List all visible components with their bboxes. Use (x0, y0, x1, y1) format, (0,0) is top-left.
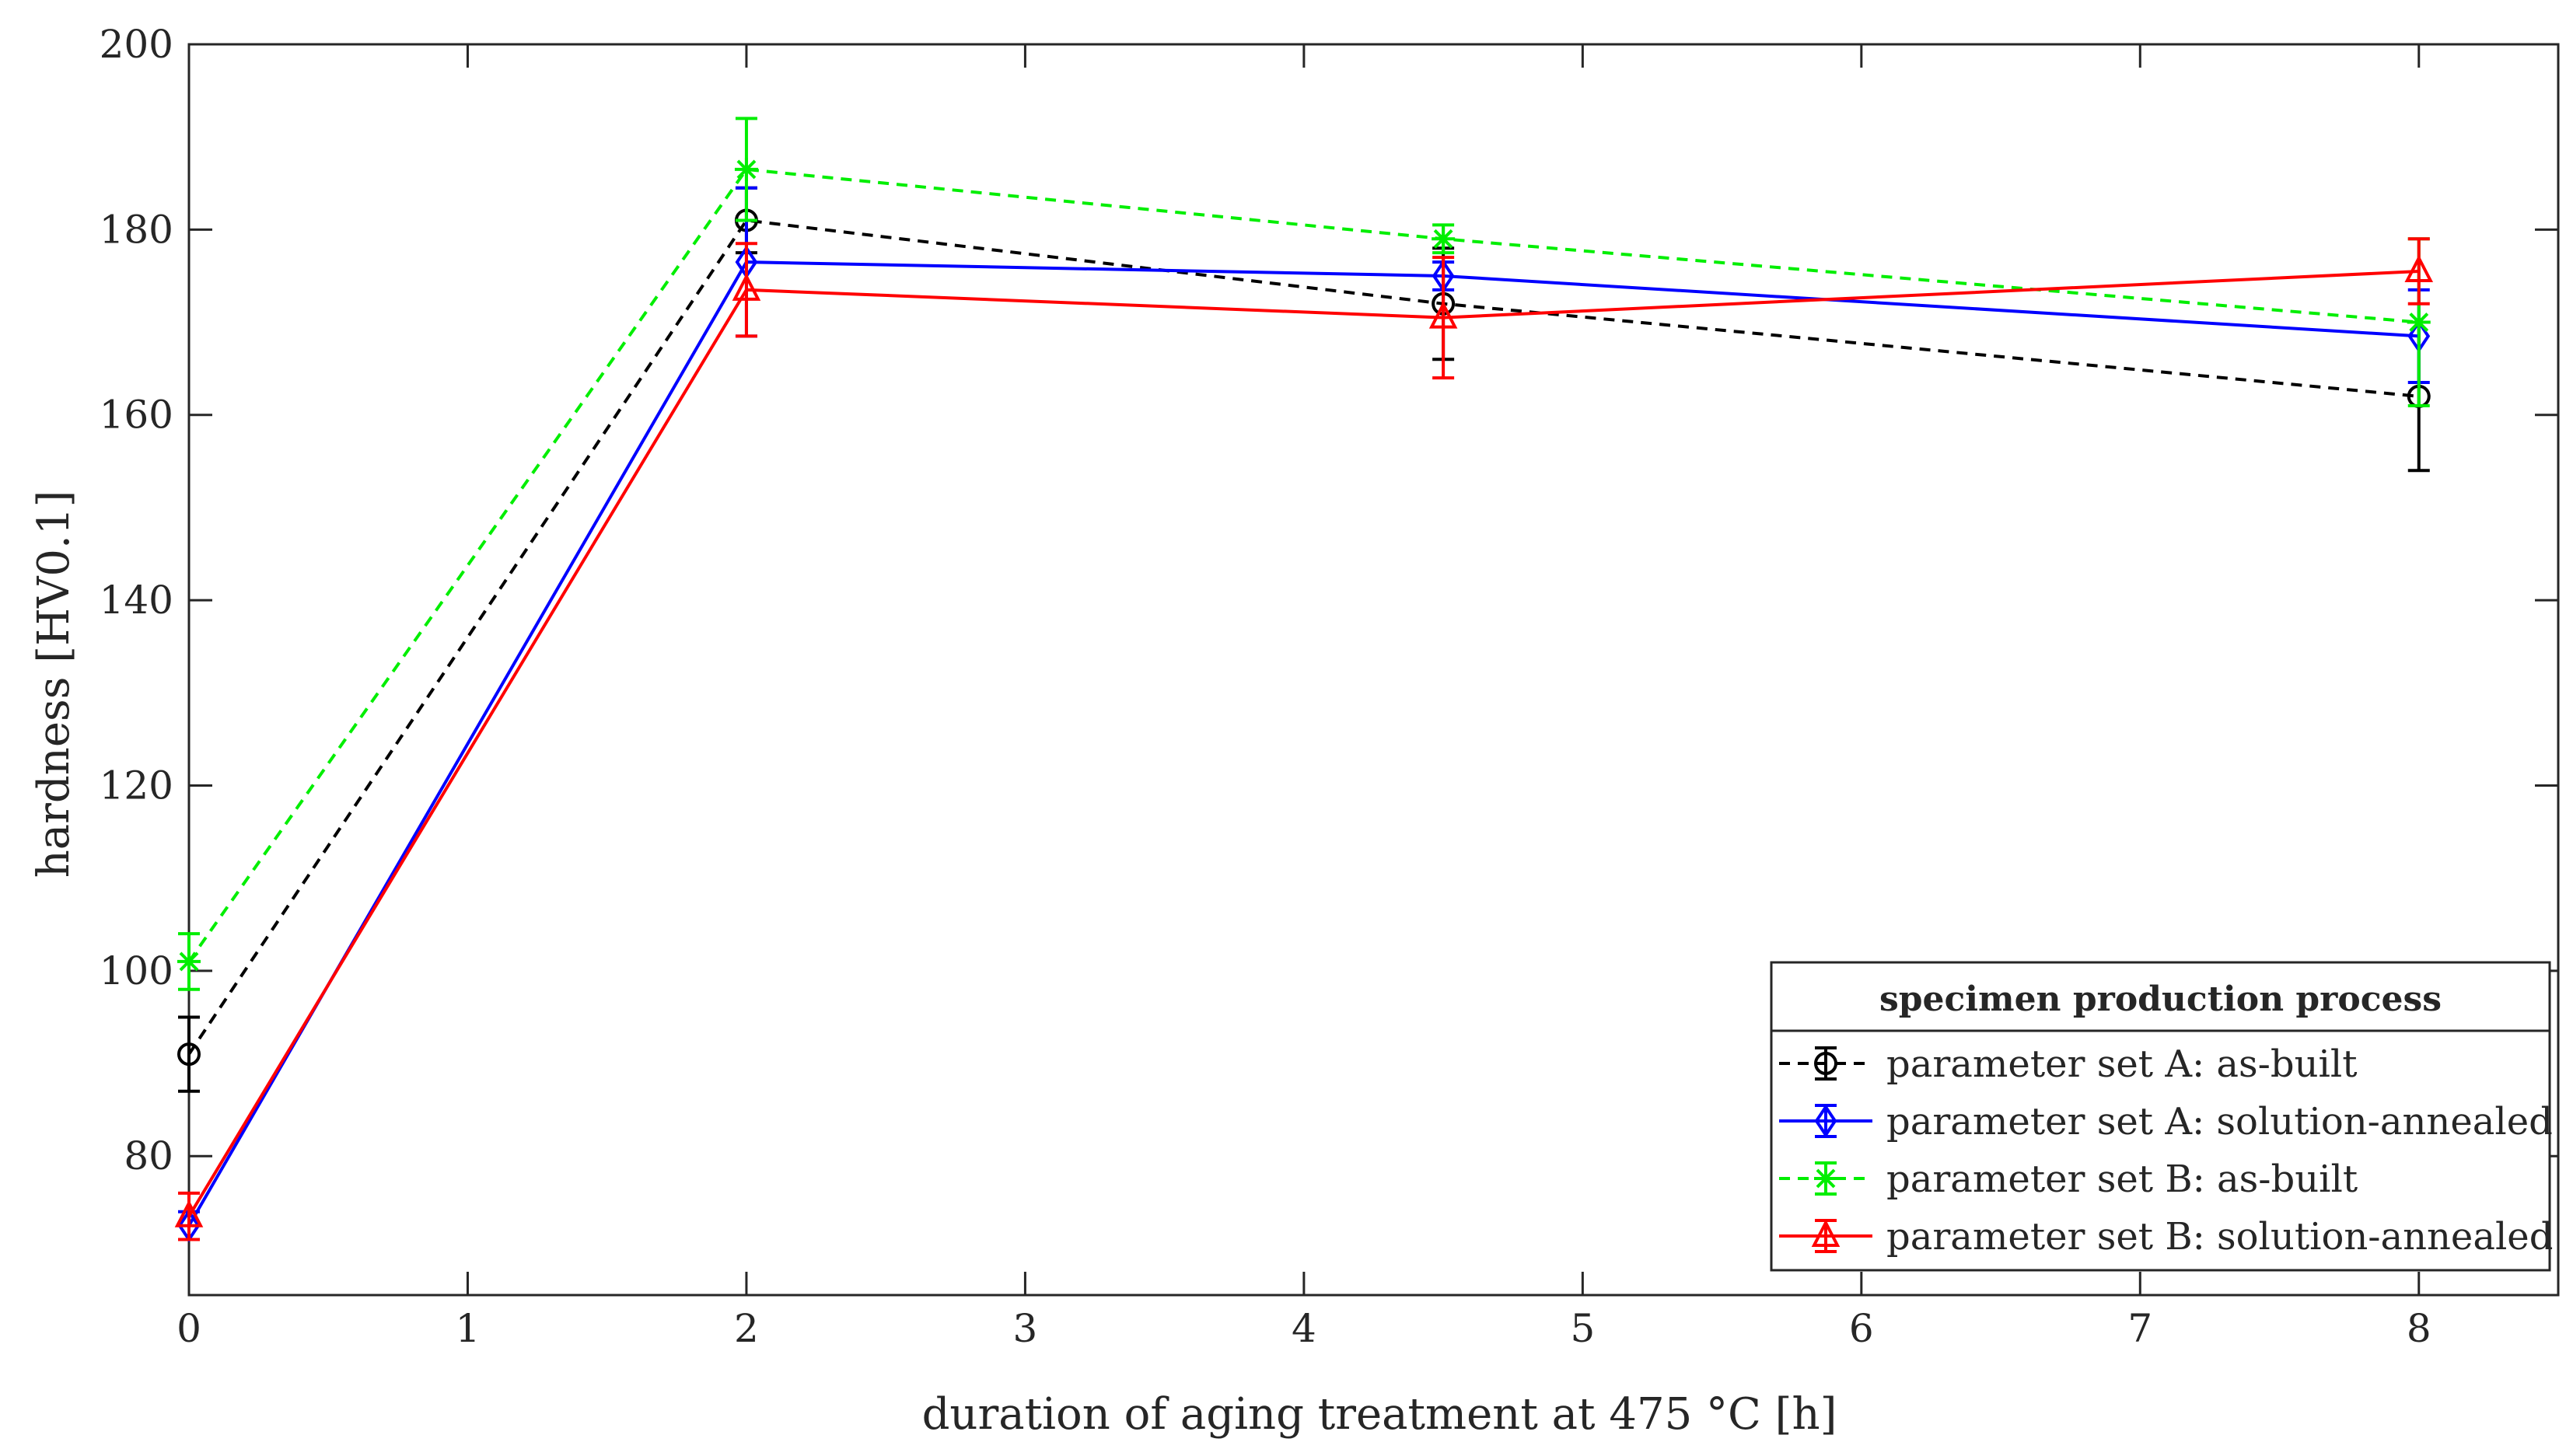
data-point (174, 1199, 204, 1227)
error-bar (178, 1015, 200, 1093)
x-tick-label: 0 (177, 1306, 201, 1351)
series-line (187, 260, 2419, 1227)
x-tick-label: 5 (1570, 1306, 1595, 1351)
data-point (177, 1042, 201, 1067)
series-line (187, 218, 2419, 1056)
x-tick-label: 6 (1849, 1306, 1874, 1351)
x-tick-label: 2 (734, 1306, 759, 1351)
error-bar (1432, 256, 1455, 380)
y-tick-label: 120 (100, 763, 173, 808)
error-bar (735, 242, 757, 338)
series-line (187, 270, 2419, 1217)
y-tick-label: 160 (100, 393, 173, 438)
data-point (1432, 227, 1456, 251)
y-tick-label: 80 (124, 1133, 173, 1178)
legend-label: parameter set A: as-built (1886, 1042, 2358, 1086)
data-point (732, 273, 761, 301)
x-tick-label: 7 (2127, 1306, 2152, 1351)
legend-title: specimen production process (1879, 979, 2442, 1019)
y-tick-label: 140 (100, 578, 173, 623)
error-bar (2407, 237, 2430, 306)
x-tick-label: 3 (1013, 1306, 1038, 1351)
data-point (2407, 310, 2431, 334)
plot-frame (187, 43, 2560, 1297)
y-tick-label: 180 (100, 207, 173, 252)
data-point (1428, 301, 1458, 329)
legend-marker (1814, 1052, 1837, 1075)
y-tick-label: 100 (100, 948, 173, 993)
legend-box (1770, 961, 2551, 1272)
legend-entry-3: parameter set B: as-built (1779, 1157, 2358, 1201)
legend-label: parameter set B: solution-annealed (1886, 1215, 2553, 1259)
x-tick-label: 1 (456, 1306, 481, 1351)
legend-marker (1814, 1104, 1837, 1138)
legend: specimen production process parameter set… (1770, 961, 2553, 1272)
legend-entry-2: parameter set A: solution-annealed (1779, 1100, 2553, 1144)
legend-entry-4: parameter set B: solution-annealed (1779, 1215, 2553, 1259)
legend-marker (1811, 1219, 1841, 1247)
data-point (177, 949, 201, 973)
series-4 (174, 237, 2434, 1241)
series-1 (177, 186, 2431, 1093)
series-layer (174, 117, 2434, 1243)
legend-label: parameter set A: solution-annealed (1886, 1100, 2553, 1144)
data-point (734, 157, 758, 181)
y-axis-label: hardness [HV0.1] (29, 491, 79, 878)
axes-frame: 0 1 2 3 4 5 6 7 8 80 100 120 140 160 180 200 (100, 22, 2560, 1351)
legend-entry-1: parameter set A: as-built (1779, 1042, 2358, 1086)
legend-label: parameter set B: as-built (1886, 1157, 2358, 1201)
x-tick-label: 8 (2407, 1306, 2431, 1351)
legend-marker (1814, 1167, 1837, 1190)
x-tick-label: 4 (1292, 1306, 1316, 1351)
y-tick-label: 200 (100, 22, 173, 67)
x-axis-label: duration of aging treatment at 475 °C [h… (922, 1389, 1837, 1440)
series-3 (177, 117, 2431, 991)
data-point (2404, 254, 2434, 283)
